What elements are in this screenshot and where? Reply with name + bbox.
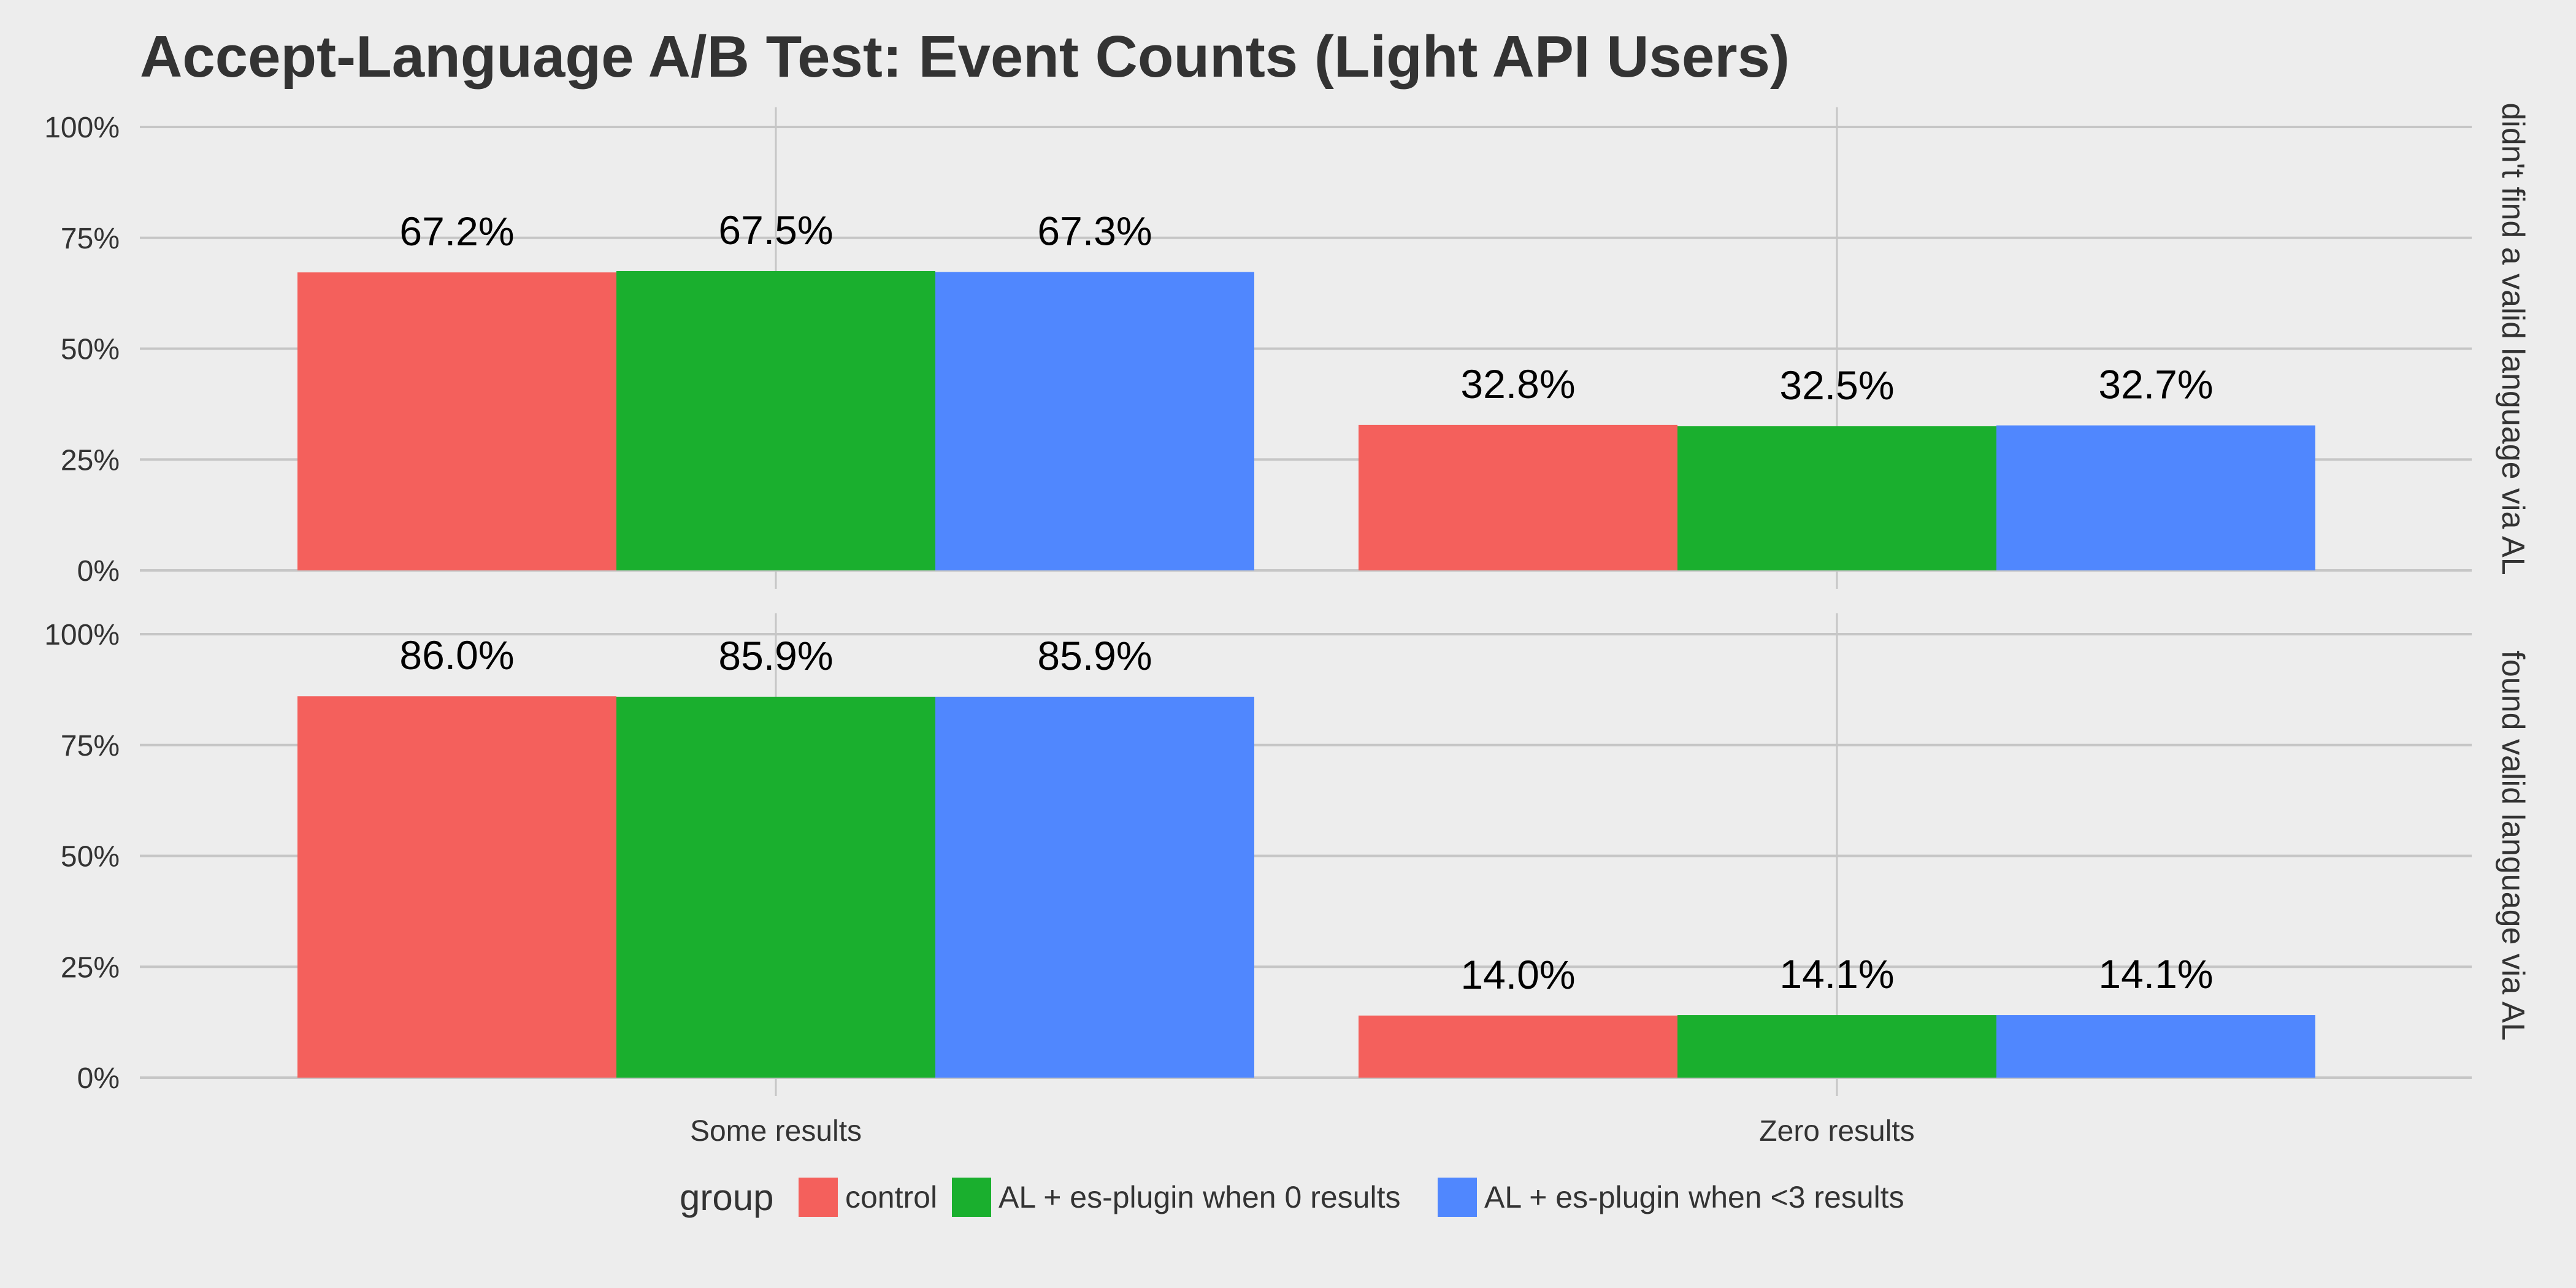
y-tick-label: 25%	[61, 444, 120, 477]
bar-value-label: 32.8%	[1460, 361, 1575, 407]
legend-label: AL + es-plugin when 0 results	[999, 1180, 1400, 1214]
bar-1-2-3	[1996, 425, 2315, 570]
bar-value-label: 67.5%	[718, 207, 833, 253]
bar-value-label: 67.2%	[399, 209, 514, 254]
bar-1-1-2	[616, 270, 935, 570]
bar-1-2-1	[1359, 424, 1677, 570]
bar-2-2-1	[1359, 1015, 1677, 1078]
facet-strip-label: didn't find a valid language via AL	[2495, 102, 2531, 575]
y-tick-label: 50%	[61, 334, 120, 366]
panel-1: 0% 25% 50% 75% 100% 67.2% 67.5% 67.3% 32.8% 32.5%…	[44, 102, 2531, 589]
x-tick-label: Zero results	[1759, 1115, 1914, 1148]
bar-value-label: 32.5%	[1779, 362, 1894, 408]
legend-key-2	[952, 1178, 991, 1217]
bar-value-label: 14.1%	[1779, 951, 1894, 997]
legend-key-3	[1438, 1178, 1477, 1217]
y-tick-label: 0%	[77, 1062, 120, 1095]
bar-value-label: 85.9%	[1037, 633, 1152, 678]
panel-2: 0% 25% 50% 75% 100% 86.0% 85.9% 85.9% 14.0% 14.1%…	[44, 613, 2531, 1096]
x-axis: Some results Zero results	[690, 1115, 1915, 1148]
bar-value-label: 32.7%	[2098, 362, 2213, 407]
bar-1-1-3	[935, 272, 1254, 570]
y-tick-label: 50%	[61, 841, 120, 873]
bar-value-label: 85.9%	[718, 633, 833, 678]
bar-2-2-3	[1996, 1015, 2315, 1078]
bar-2-1-2	[616, 696, 935, 1078]
panels-layer: 0% 25% 50% 75% 100% 67.2% 67.5% 67.3% 32.8% 32.5%…	[44, 102, 2531, 1096]
x-tick-label: Some results	[690, 1115, 862, 1148]
bar-value-label: 14.1%	[2098, 951, 2213, 997]
y-tick-label: 100%	[44, 112, 120, 144]
legend: group control AL + es-plugin when 0 result…	[680, 1177, 1904, 1218]
chart-title: Accept-Language A/B Test: Event Counts (…	[140, 24, 1790, 90]
legend-label: AL + es-plugin when <3 results	[1484, 1180, 1904, 1214]
y-tick-label: 0%	[77, 555, 120, 588]
bar-2-2-2	[1677, 1015, 1996, 1078]
y-tick-label: 100%	[44, 619, 120, 651]
bar-1-1-1	[297, 272, 616, 570]
legend-label: control	[845, 1180, 937, 1214]
legend-key-1	[799, 1178, 838, 1217]
bar-value-label: 67.3%	[1037, 208, 1152, 253]
bar-2-1-3	[935, 696, 1254, 1078]
bar-1-2-2	[1677, 426, 1996, 570]
y-tick-label: 25%	[61, 951, 120, 984]
y-tick-label: 75%	[61, 223, 120, 255]
bar-value-label: 86.0%	[399, 632, 514, 678]
bar-value-label: 14.0%	[1460, 952, 1575, 997]
legend-title: group	[680, 1177, 773, 1218]
bar-2-1-1	[297, 696, 616, 1078]
facet-strip-label: found valid language via AL	[2495, 650, 2531, 1040]
y-tick-label: 75%	[61, 730, 120, 762]
